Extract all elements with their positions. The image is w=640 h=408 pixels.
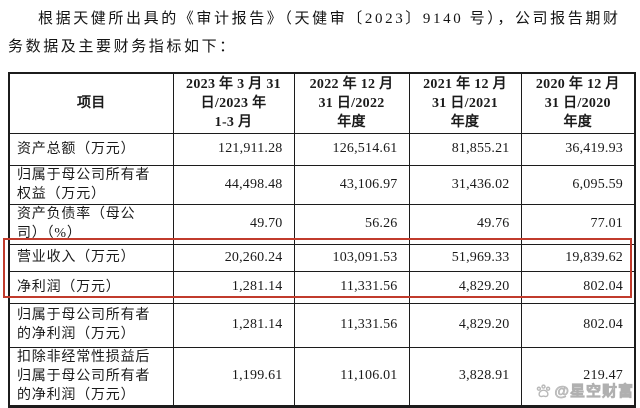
col-header-2021: 2021 年 12 月 31 日/2021 年度 [408,72,522,134]
intro-paragraph: 根据天健所出具的《审计报告》（天健审〔2023〕9140 号），公司报告期财 务… [8,11,621,55]
cell-value: 802.04 [520,270,636,304]
paw-logo-icon [535,382,552,399]
cell-value: 56.26 [293,203,410,245]
row-label: 资产负债率（母公 司）（%） [8,203,174,245]
watermark: @星空财富 [535,380,634,401]
cell-value: 3,828.91 [408,346,522,407]
cell-value: 126,514.61 [293,132,410,166]
cell-value: 49.70 [172,203,295,245]
cell-value: 1,281.14 [172,302,295,348]
cell-value: 1,281.14 [172,270,295,304]
cell-value: 51,969.33 [408,243,522,272]
col-header-2022: 2022 年 12 月 31 日/2022 年度 [293,72,410,134]
col-header-2020: 2020 年 12 月 31 日/2020 年度 [520,72,636,134]
cell-value: 19,839.62 [520,243,636,272]
cell-value: 11,331.56 [293,302,410,348]
table-row-net-profit: 净利润（万元） 1,281.14 11,331.56 4,829.20 802.… [8,270,636,304]
row-label: 资产总额（万元） [8,132,174,166]
table-row-parent-equity: 归属于母公司所有者 权益（万元） 44,498.48 43,106.97 31,… [8,164,636,205]
table-row-total-assets: 资产总额（万元） 121,911.28 126,514.61 81,855.21… [8,132,636,166]
cell-value: 49.76 [408,203,522,245]
table-row-deducted-net-profit: 扣除非经常性损益后 归属于母公司所有者 的净利润（万元） 1,199.61 11… [8,346,636,407]
cell-value: 802.04 [520,302,636,348]
financial-table: 项目 2023 年 3 月 31 日/2023 年 1-3 月 2022 年 1… [8,72,636,408]
cell-value: 6,095.59 [520,164,636,205]
row-label: 净利润（万元） [8,270,174,304]
watermark-text: @星空财富 [554,383,634,401]
cell-value: 1,199.61 [172,346,295,407]
table-row-revenue: 营业收入（万元） 20,260.24 103,091.53 51,969.33 … [8,243,636,272]
table-row-debt-ratio: 资产负债率（母公 司）（%） 49.70 56.26 49.76 77.01 [8,203,636,245]
row-label: 扣除非经常性损益后 归属于母公司所有者 的净利润（万元） [8,346,174,407]
cell-value: 44,498.48 [172,164,295,205]
cell-value: 121,911.28 [172,132,295,166]
cell-value: 103,091.53 [293,243,410,272]
cell-value: 77.01 [520,203,636,245]
col-header-item: 项目 [8,72,174,134]
cell-value: 31,436.02 [408,164,522,205]
table-header-row: 项目 2023 年 3 月 31 日/2023 年 1-3 月 2022 年 1… [8,72,636,134]
cell-value: 11,331.56 [293,270,410,304]
cell-value: 36,419.93 [520,132,636,166]
cell-value: 4,829.20 [408,270,522,304]
cell-value: 4,829.20 [408,302,522,348]
row-label: 归属于母公司所有者 的净利润（万元） [8,302,174,348]
col-header-2023: 2023 年 3 月 31 日/2023 年 1-3 月 [172,72,295,134]
row-label: 归属于母公司所有者 权益（万元） [8,164,174,205]
row-label: 营业收入（万元） [8,243,174,272]
cell-value: 81,855.21 [408,132,522,166]
cell-value: 43,106.97 [293,164,410,205]
table-row-parent-net-profit: 归属于母公司所有者 的净利润（万元） 1,281.14 11,331.56 4,… [8,302,636,348]
cell-value: 20,260.24 [172,243,295,272]
cell-value: 11,106.01 [293,346,410,407]
